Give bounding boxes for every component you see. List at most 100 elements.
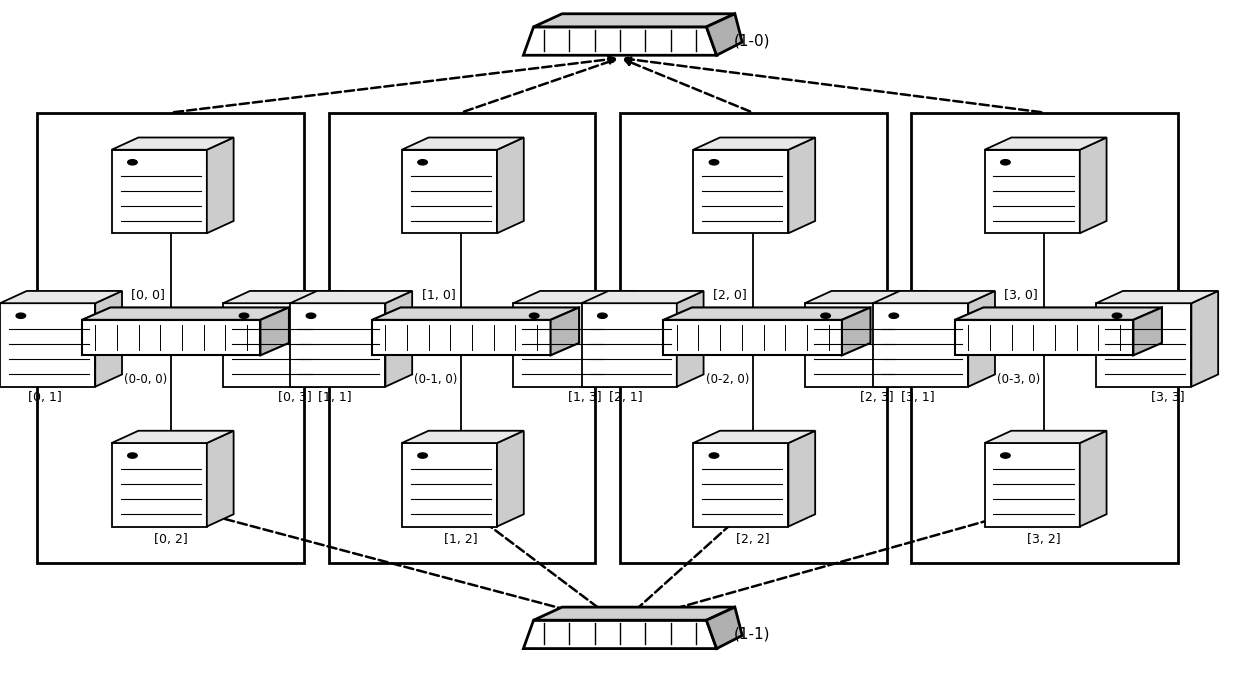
Polygon shape (707, 607, 743, 649)
Polygon shape (789, 138, 815, 233)
Circle shape (306, 313, 316, 318)
Text: [3, 3]: [3, 3] (1151, 391, 1185, 404)
Polygon shape (372, 308, 579, 320)
FancyBboxPatch shape (911, 113, 1178, 563)
Polygon shape (82, 308, 289, 320)
Text: [1, 3]: [1, 3] (568, 391, 603, 404)
Polygon shape (402, 138, 523, 150)
Text: [2, 3]: [2, 3] (859, 391, 894, 404)
Polygon shape (372, 320, 551, 355)
Circle shape (709, 160, 719, 165)
Polygon shape (693, 150, 789, 233)
Polygon shape (873, 291, 994, 303)
Text: (1-0): (1-0) (734, 33, 770, 48)
Text: (1-1): (1-1) (734, 627, 770, 642)
Polygon shape (223, 291, 345, 303)
Text: [3, 0]: [3, 0] (1004, 289, 1038, 302)
Polygon shape (1192, 291, 1218, 387)
Polygon shape (1096, 303, 1192, 387)
Circle shape (889, 313, 899, 318)
Polygon shape (533, 607, 735, 620)
Text: (0-2, 0): (0-2, 0) (706, 373, 749, 386)
Polygon shape (112, 150, 207, 233)
Polygon shape (402, 443, 497, 527)
Text: [2, 2]: [2, 2] (735, 533, 770, 546)
Polygon shape (1133, 308, 1162, 355)
Polygon shape (207, 138, 233, 233)
Circle shape (821, 313, 831, 318)
Polygon shape (1080, 138, 1106, 233)
Polygon shape (513, 303, 609, 387)
Text: [3, 1]: [3, 1] (900, 391, 935, 404)
Polygon shape (513, 291, 635, 303)
Text: [0, 1]: [0, 1] (27, 391, 62, 404)
Polygon shape (873, 303, 968, 387)
Polygon shape (693, 138, 815, 150)
Polygon shape (319, 291, 345, 387)
Polygon shape (402, 431, 523, 443)
Polygon shape (1080, 431, 1106, 527)
Circle shape (529, 313, 539, 318)
Polygon shape (402, 150, 497, 233)
Polygon shape (609, 291, 635, 387)
Text: (0-1, 0): (0-1, 0) (414, 373, 458, 386)
Text: [3, 2]: [3, 2] (1027, 533, 1061, 546)
Circle shape (16, 313, 26, 318)
Text: [2, 1]: [2, 1] (609, 391, 644, 404)
Polygon shape (95, 291, 122, 387)
Text: [1, 1]: [1, 1] (317, 391, 352, 404)
Polygon shape (985, 443, 1080, 527)
Polygon shape (523, 27, 717, 55)
Polygon shape (968, 291, 994, 387)
Polygon shape (523, 620, 717, 649)
Circle shape (418, 160, 428, 165)
Polygon shape (693, 443, 789, 527)
Polygon shape (207, 431, 233, 527)
Polygon shape (551, 308, 579, 355)
Polygon shape (533, 14, 735, 27)
Polygon shape (663, 320, 842, 355)
Polygon shape (663, 308, 870, 320)
Text: [1, 0]: [1, 0] (422, 289, 455, 302)
Polygon shape (82, 320, 260, 355)
Polygon shape (497, 431, 523, 527)
Polygon shape (985, 138, 1106, 150)
Circle shape (418, 453, 428, 458)
Text: [0, 3]: [0, 3] (278, 391, 312, 404)
Polygon shape (260, 308, 289, 355)
Polygon shape (707, 14, 743, 55)
Polygon shape (112, 138, 233, 150)
Circle shape (128, 453, 138, 458)
FancyBboxPatch shape (620, 113, 887, 563)
Circle shape (598, 313, 608, 318)
Polygon shape (985, 431, 1106, 443)
Text: (0-0, 0): (0-0, 0) (124, 373, 167, 386)
Circle shape (1001, 453, 1011, 458)
Polygon shape (290, 291, 412, 303)
Polygon shape (842, 308, 870, 355)
Polygon shape (582, 303, 677, 387)
Text: [0, 0]: [0, 0] (131, 289, 165, 302)
Polygon shape (985, 150, 1080, 233)
Polygon shape (693, 431, 815, 443)
Circle shape (239, 313, 249, 318)
Polygon shape (955, 308, 1162, 320)
Polygon shape (900, 291, 926, 387)
Polygon shape (677, 291, 703, 387)
Polygon shape (789, 431, 815, 527)
Circle shape (1001, 160, 1011, 165)
Polygon shape (497, 138, 523, 233)
Polygon shape (955, 320, 1133, 355)
Polygon shape (805, 291, 926, 303)
Text: [2, 0]: [2, 0] (713, 289, 746, 302)
Polygon shape (0, 291, 122, 303)
Text: (0-3, 0): (0-3, 0) (997, 373, 1040, 386)
Polygon shape (1096, 291, 1218, 303)
Polygon shape (290, 303, 386, 387)
FancyBboxPatch shape (329, 113, 595, 563)
Text: [1, 2]: [1, 2] (444, 533, 479, 546)
Circle shape (128, 160, 138, 165)
Polygon shape (805, 303, 900, 387)
Polygon shape (223, 303, 319, 387)
Polygon shape (386, 291, 412, 387)
